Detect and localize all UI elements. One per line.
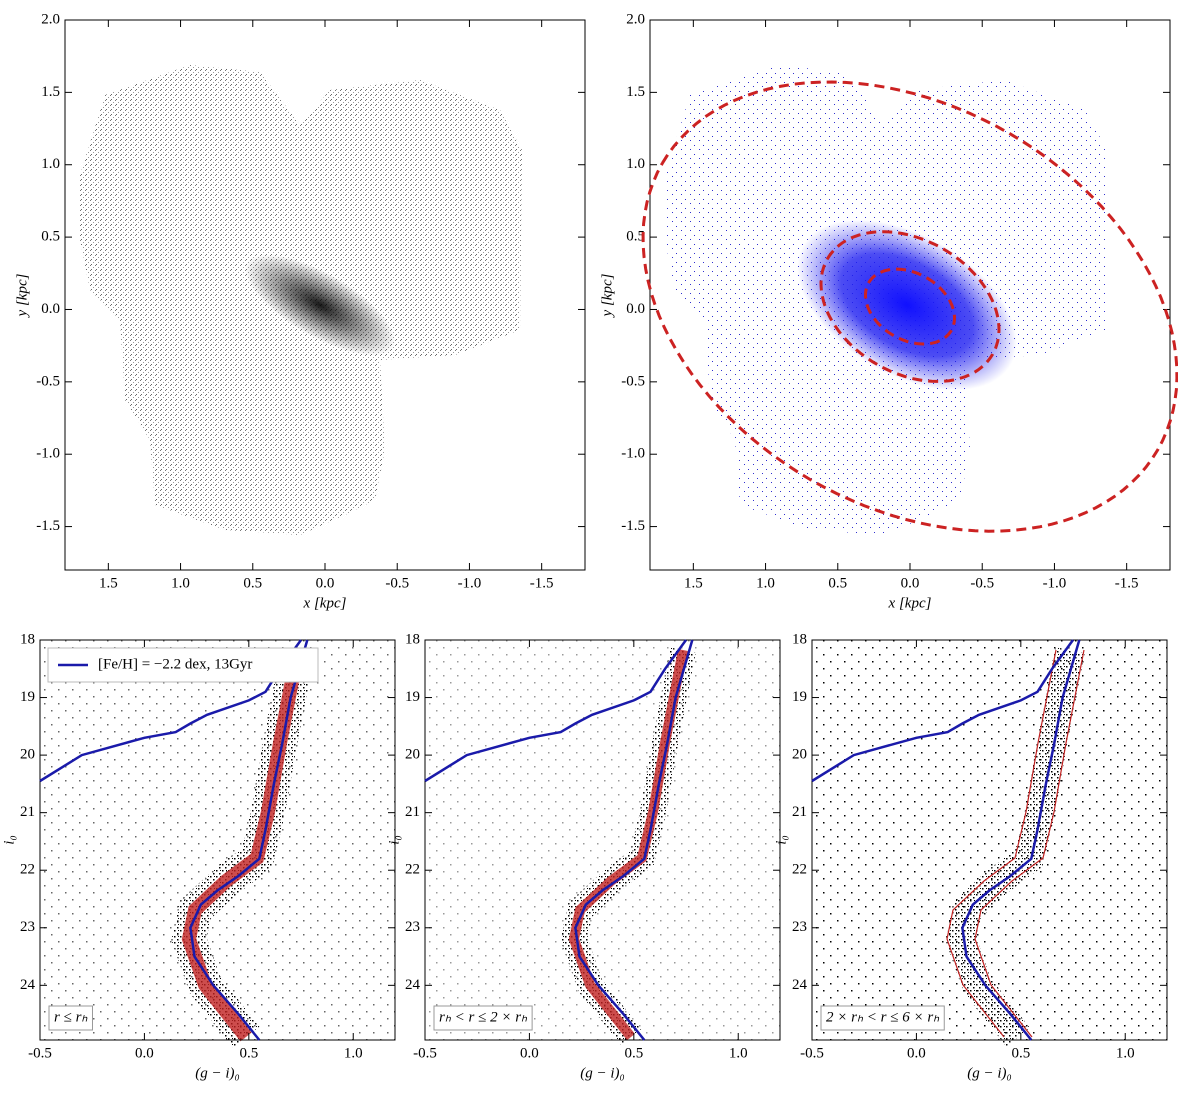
y-tick-label: 19 bbox=[792, 689, 807, 705]
y-tick-label: 23 bbox=[405, 919, 420, 935]
y-tick-label: -0.5 bbox=[621, 373, 645, 389]
y-tick-label: 21 bbox=[405, 804, 420, 820]
x-axis-label: x [kpc] bbox=[303, 595, 347, 611]
y-tick-label: 2.0 bbox=[41, 11, 60, 27]
x-tick-label: 0.0 bbox=[901, 575, 920, 591]
isochrone bbox=[811, 639, 1081, 1041]
y-axis-label: i₀ bbox=[1, 835, 17, 844]
x-axis-label: (g − i)₀ bbox=[967, 1065, 1012, 1081]
cmd-stars bbox=[812, 640, 1167, 1040]
y-tick-label: 22 bbox=[405, 862, 420, 878]
x-tick-label: 0.5 bbox=[624, 1045, 643, 1061]
ellipse bbox=[819, 230, 1001, 383]
plot-frame bbox=[424, 639, 781, 1041]
x-tick-label: 0.5 bbox=[243, 575, 262, 591]
y-tick-label: 18 bbox=[20, 631, 35, 647]
y-axis-label: y [kpc] bbox=[14, 273, 30, 318]
legend-box bbox=[47, 647, 319, 683]
y-tick-label: -1.5 bbox=[36, 518, 60, 534]
x-axis-label: (g − i)₀ bbox=[580, 1065, 625, 1081]
y-tick-label: 1.0 bbox=[626, 156, 645, 172]
x-tick-label: -1.0 bbox=[458, 575, 482, 591]
x-tick-label: 1.0 bbox=[344, 1045, 363, 1061]
y-tick-label: 23 bbox=[20, 919, 35, 935]
x-tick-label: 0.0 bbox=[316, 575, 335, 591]
y-tick-label: 2.0 bbox=[626, 11, 645, 27]
panel-label: r ≤ rₕ bbox=[54, 1009, 88, 1025]
plot-frame bbox=[811, 639, 1168, 1041]
y-axis-label: y [kpc] bbox=[599, 273, 615, 318]
panel-label-box bbox=[48, 1005, 93, 1031]
legend-label: [Fe/H] = −2.2 dex, 13Gyr bbox=[98, 656, 252, 672]
y-tick-label: 1.5 bbox=[41, 84, 60, 100]
x-tick-label: -0.5 bbox=[970, 575, 994, 591]
x-tick-label: 1.0 bbox=[171, 575, 190, 591]
y-tick-label: 21 bbox=[20, 804, 35, 820]
x-tick-label: -0.5 bbox=[385, 575, 409, 591]
y-tick-label: 0.5 bbox=[41, 229, 60, 245]
y-tick-label: 24 bbox=[20, 977, 36, 993]
x-tick-label: -1.5 bbox=[1115, 575, 1139, 591]
y-tick-label: 1.0 bbox=[41, 156, 60, 172]
x-tick-label: 1.5 bbox=[684, 575, 703, 591]
x-tick-label: 1.0 bbox=[1116, 1045, 1135, 1061]
y-tick-label: 20 bbox=[405, 747, 420, 763]
y-tick-label: 22 bbox=[20, 862, 35, 878]
y-tick-label: 19 bbox=[405, 689, 420, 705]
plot-frame bbox=[649, 19, 1171, 571]
y-tick-label: 24 bbox=[792, 977, 808, 993]
y-axis-label: i₀ bbox=[773, 835, 789, 844]
footprint-density bbox=[80, 65, 522, 535]
y-tick-label: -1.0 bbox=[36, 446, 60, 462]
cmd-stars bbox=[425, 640, 780, 1040]
x-axis-label: (g − i)₀ bbox=[195, 1065, 240, 1081]
panel-label-box bbox=[820, 1005, 945, 1031]
x-tick-label: 0.0 bbox=[520, 1045, 539, 1061]
x-tick-label: -1.5 bbox=[530, 575, 554, 591]
x-tick-label: -0.5 bbox=[28, 1045, 52, 1061]
y-tick-label: 18 bbox=[405, 631, 420, 647]
x-tick-label: 1.0 bbox=[756, 575, 775, 591]
panel-label: 2 × rₕ < r ≤ 6 × rₕ bbox=[826, 1009, 940, 1025]
x-tick-label: 1.5 bbox=[99, 575, 118, 591]
y-tick-label: 0.5 bbox=[626, 229, 645, 245]
y-tick-label: 0.0 bbox=[41, 301, 60, 317]
plot-frame bbox=[39, 639, 396, 1041]
x-tick-label: 1.0 bbox=[729, 1045, 748, 1061]
panel-label-box bbox=[433, 1005, 533, 1031]
y-tick-label: 20 bbox=[20, 747, 35, 763]
plot-frame bbox=[64, 19, 586, 571]
y-tick-label: -1.5 bbox=[621, 518, 645, 534]
y-tick-label: 20 bbox=[792, 747, 807, 763]
y-tick-label: 18 bbox=[792, 631, 807, 647]
y-tick-label: 19 bbox=[20, 689, 35, 705]
y-tick-label: 23 bbox=[792, 919, 807, 935]
y-tick-label: -1.0 bbox=[621, 446, 645, 462]
isochrone bbox=[424, 639, 694, 1041]
y-tick-label: 24 bbox=[405, 977, 421, 993]
cmd-stars bbox=[40, 640, 395, 1040]
y-tick-label: 0.0 bbox=[626, 301, 645, 317]
x-tick-label: 0.5 bbox=[1011, 1045, 1030, 1061]
y-tick-label: -0.5 bbox=[36, 373, 60, 389]
x-tick-label: 0.0 bbox=[135, 1045, 154, 1061]
ellipse bbox=[641, 80, 1178, 533]
x-tick-label: 0.5 bbox=[239, 1045, 258, 1061]
panel-label: rₕ < r ≤ 2 × rₕ bbox=[439, 1009, 528, 1025]
x-tick-label: -1.0 bbox=[1043, 575, 1067, 591]
x-tick-label: 0.5 bbox=[828, 575, 847, 591]
y-tick-label: 22 bbox=[792, 862, 807, 878]
y-axis-label: i₀ bbox=[386, 835, 402, 844]
ellipse bbox=[864, 267, 956, 346]
y-tick-label: 1.5 bbox=[626, 84, 645, 100]
x-tick-label: 0.0 bbox=[907, 1045, 926, 1061]
x-tick-label: -0.5 bbox=[413, 1045, 437, 1061]
footprint-members bbox=[665, 65, 1107, 535]
y-tick-label: 21 bbox=[792, 804, 807, 820]
x-axis-label: x [kpc] bbox=[888, 595, 932, 611]
x-tick-label: -0.5 bbox=[800, 1045, 824, 1061]
